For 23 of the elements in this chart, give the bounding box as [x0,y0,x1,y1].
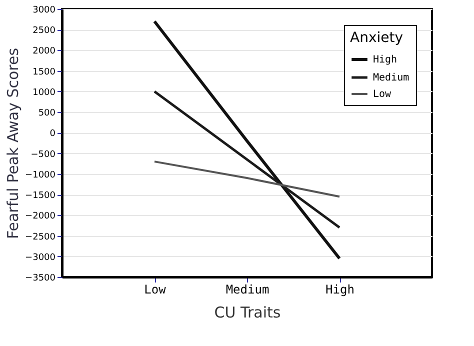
y-tick-label: −1500 [25,191,56,202]
y-tick-label: −3000 [25,252,56,263]
y-tick-label: −2000 [25,212,56,222]
y-tick-label: −500 [30,150,56,160]
legend-title: Anxiety [350,30,404,46]
x-axis-title: CU Traits [214,304,281,322]
y-tick-label: 1500 [32,67,56,78]
legend-label: Medium [373,72,410,84]
legend-label: High [373,54,398,66]
legend-label: Low [373,89,392,100]
y-tick-label: 2000 [32,46,56,57]
x-tick-label: High [326,282,354,296]
y-tick-label: 3000 [32,6,56,16]
x-tick-label: Medium [226,282,270,296]
x-tick-label: Low [144,282,167,296]
y-tick-label: 2500 [32,26,56,36]
y-axis-title: Fearful Peak Away Scores [4,48,22,240]
y-tick-label: 1000 [32,88,56,98]
y-tick-label: −1000 [25,170,56,180]
y-tick-label: 0 [50,129,56,140]
y-tick-label: −2500 [25,232,56,242]
y-tick-label: −3500 [25,274,56,284]
y-tick-label: 500 [38,108,56,119]
